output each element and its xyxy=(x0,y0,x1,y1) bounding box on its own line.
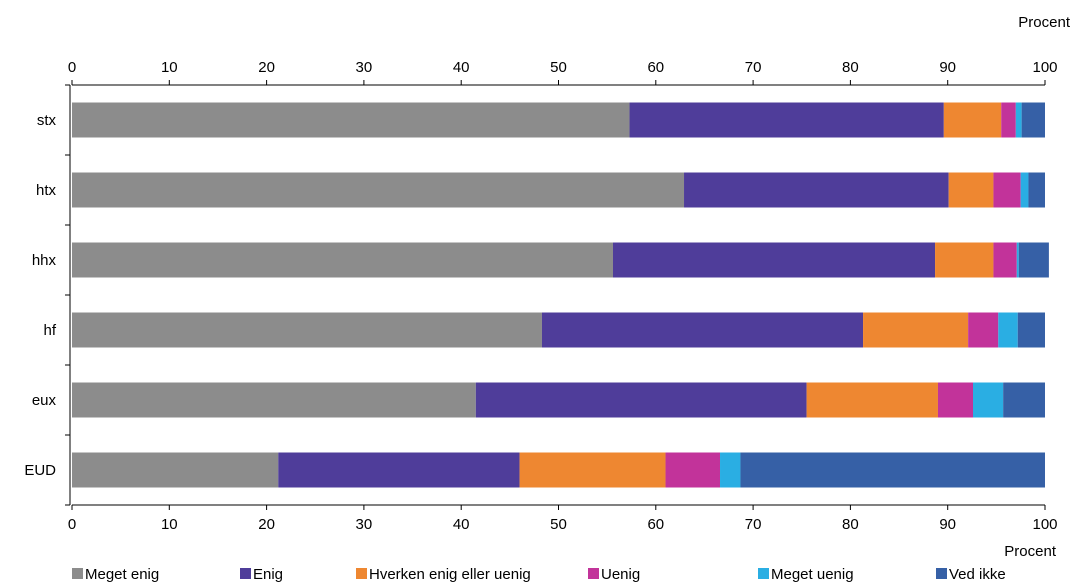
top-tick-label: 70 xyxy=(745,59,762,76)
bar-segment xyxy=(684,172,949,208)
legend-label: Hverken enig eller uenig xyxy=(369,566,531,583)
bar-segment xyxy=(278,452,520,488)
top-tick-label: 60 xyxy=(647,59,664,76)
bottom-tick-label: 100 xyxy=(1032,516,1057,533)
bar-segment xyxy=(541,312,864,348)
category-label: hhx xyxy=(32,252,57,269)
bar-segment xyxy=(72,242,613,278)
top-tick-label: 100 xyxy=(1032,59,1057,76)
legend-swatch xyxy=(758,568,769,579)
bottom-tick-label: 90 xyxy=(939,516,956,533)
bar-segment xyxy=(72,172,685,208)
bottom-tick-label: 60 xyxy=(647,516,664,533)
bottom-tick-label: 40 xyxy=(453,516,470,533)
bar-segment xyxy=(1017,312,1045,348)
bar-segment xyxy=(1021,102,1045,138)
top-axis: 0 10 20 30 40 50 60 70 80 90 100 xyxy=(68,59,1058,86)
bar-segment xyxy=(935,242,994,278)
legend-label: Meget enig xyxy=(85,566,159,583)
category-label: eux xyxy=(32,392,57,409)
bar-segment xyxy=(720,452,741,488)
bar-segment xyxy=(1001,102,1016,138)
bar-segment xyxy=(740,452,1045,488)
bar-segment xyxy=(519,452,666,488)
bar-segment xyxy=(937,382,973,418)
bar-segment xyxy=(993,242,1017,278)
bar-segment xyxy=(1028,172,1045,208)
bar-segment xyxy=(1015,102,1022,138)
bar-segment xyxy=(998,312,1018,348)
bar-segment xyxy=(1018,242,1049,278)
legend-swatch xyxy=(240,568,251,579)
bottom-unit-label: Procent xyxy=(1004,543,1057,560)
legend: Meget enig Enig Hverken enig eller uenig Ue… xyxy=(72,566,1006,583)
bar-segment xyxy=(72,382,476,418)
bar-segment xyxy=(1016,242,1019,278)
bottom-tick-label: 30 xyxy=(356,516,373,533)
bar-segment xyxy=(943,102,1002,138)
top-tick-label: 50 xyxy=(550,59,567,76)
bar-segment xyxy=(948,172,994,208)
bar-segment xyxy=(1020,172,1029,208)
bottom-tick-label: 50 xyxy=(550,516,567,533)
bar-segment xyxy=(972,382,1004,418)
bar-segment xyxy=(72,102,630,138)
top-tick-label: 10 xyxy=(161,59,178,76)
bottom-tick-label: 0 xyxy=(68,516,76,533)
bar-segment xyxy=(475,382,807,418)
bar-segment xyxy=(612,242,936,278)
bar-segment xyxy=(806,382,938,418)
bottom-tick-label: 80 xyxy=(842,516,859,533)
category-label: EUD xyxy=(24,462,56,479)
legend-swatch xyxy=(356,568,367,579)
top-unit-label: Procent xyxy=(1018,14,1071,31)
legend-swatch xyxy=(72,568,83,579)
bar-segment xyxy=(72,312,542,348)
legend-swatch xyxy=(588,568,599,579)
bar-segment xyxy=(1003,382,1045,418)
bottom-tick-label: 10 xyxy=(161,516,178,533)
bar-segment xyxy=(968,312,999,348)
bar-segment xyxy=(72,452,279,488)
bar-segment xyxy=(863,312,969,348)
top-tick-label: 80 xyxy=(842,59,859,76)
category-label: htx xyxy=(36,182,57,199)
category-label: hf xyxy=(43,322,56,339)
bar-segment xyxy=(665,452,721,488)
legend-label: Enig xyxy=(253,566,283,583)
legend-label: Meget uenig xyxy=(771,566,854,583)
legend-label: Ved ikke xyxy=(949,566,1006,583)
category-axis: stx htx hhx hf eux EUD xyxy=(24,84,71,506)
bottom-axis: 0 10 20 30 40 50 60 70 80 90 100 xyxy=(68,504,1058,533)
bar-segment xyxy=(993,172,1021,208)
bars xyxy=(72,102,1049,488)
legend-swatch xyxy=(936,568,947,579)
legend-label: Uenig xyxy=(601,566,640,583)
top-tick-label: 30 xyxy=(356,59,373,76)
bottom-tick-label: 20 xyxy=(258,516,275,533)
category-label: stx xyxy=(37,112,57,129)
bottom-tick-label: 70 xyxy=(745,516,762,533)
bar-segment xyxy=(629,102,944,138)
top-tick-label: 20 xyxy=(258,59,275,76)
top-tick-label: 90 xyxy=(939,59,956,76)
top-tick-label: 0 xyxy=(68,59,76,76)
top-tick-label: 40 xyxy=(453,59,470,76)
